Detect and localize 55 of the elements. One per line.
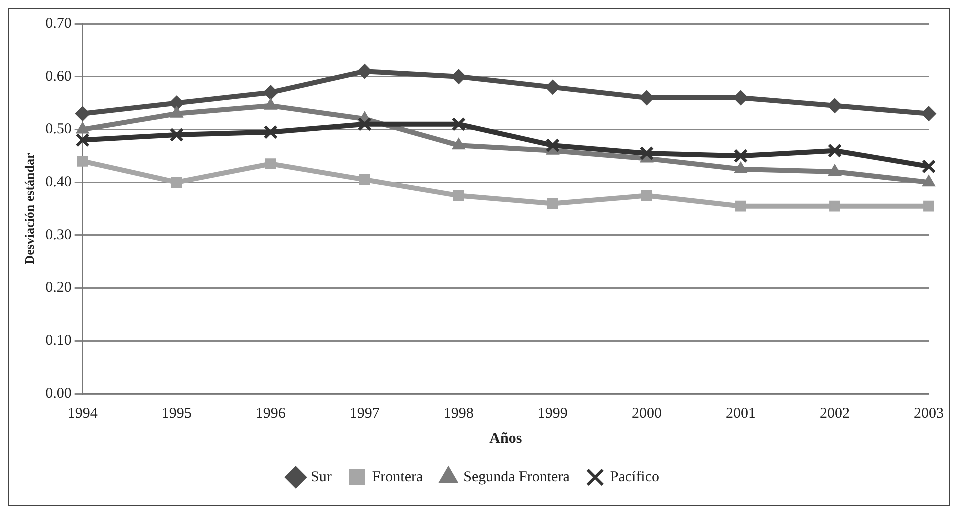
x-tick-label: 2003 <box>914 406 944 422</box>
x-tick-label: 1998 <box>444 406 474 422</box>
point <box>358 117 372 132</box>
point <box>922 175 936 187</box>
y-tick-label: 0.10 <box>46 333 72 350</box>
point <box>77 156 88 167</box>
point <box>546 138 560 153</box>
point <box>263 85 278 100</box>
x-tick-label: 1995 <box>162 406 192 422</box>
x-tick-label: 1997 <box>350 406 380 422</box>
point <box>169 96 184 111</box>
point <box>547 198 558 210</box>
y-tick-label: 0.40 <box>46 174 72 191</box>
legend-label: Sur <box>310 469 332 486</box>
point <box>265 158 276 170</box>
legend-label: Segunda Frontera <box>464 469 570 486</box>
point <box>922 160 936 174</box>
point <box>736 200 746 212</box>
legend-label: Frontera <box>372 469 424 486</box>
y-tick-label: 0.70 <box>46 16 72 32</box>
point <box>922 106 936 122</box>
y-tick-label: 0.50 <box>46 122 72 138</box>
y-tick-label: 0.20 <box>46 280 72 296</box>
y-tick-label: 0.30 <box>46 227 72 244</box>
x-tick-label: 1996 <box>256 406 286 422</box>
point <box>828 144 842 158</box>
y-tick-label: 0.00 <box>46 386 72 402</box>
point <box>76 133 90 148</box>
point <box>264 125 278 140</box>
point <box>171 177 182 188</box>
x-axis-title: Años <box>490 430 522 447</box>
y-axis-title: Desviación estándar <box>22 152 38 265</box>
x-tick-label: 2002 <box>820 406 850 422</box>
point <box>734 148 748 164</box>
point <box>640 146 654 161</box>
point <box>170 128 184 142</box>
point <box>827 98 842 114</box>
point <box>452 117 466 132</box>
x-tick-label: 1999 <box>538 406 568 422</box>
point <box>642 190 652 202</box>
point <box>451 69 466 84</box>
point <box>453 190 464 202</box>
x-tick-label: 1994 <box>68 406 98 422</box>
point <box>452 138 466 150</box>
y-tick-label: 0.60 <box>46 68 72 85</box>
point <box>924 200 934 212</box>
point <box>357 64 372 80</box>
legend-label: Pacífico <box>610 469 660 486</box>
point <box>639 90 654 106</box>
point <box>75 106 90 122</box>
point <box>359 174 370 186</box>
point <box>830 200 840 212</box>
x-tick-label: 2000 <box>632 406 662 422</box>
x-tick-label: 2001 <box>726 406 756 422</box>
point <box>545 80 560 95</box>
